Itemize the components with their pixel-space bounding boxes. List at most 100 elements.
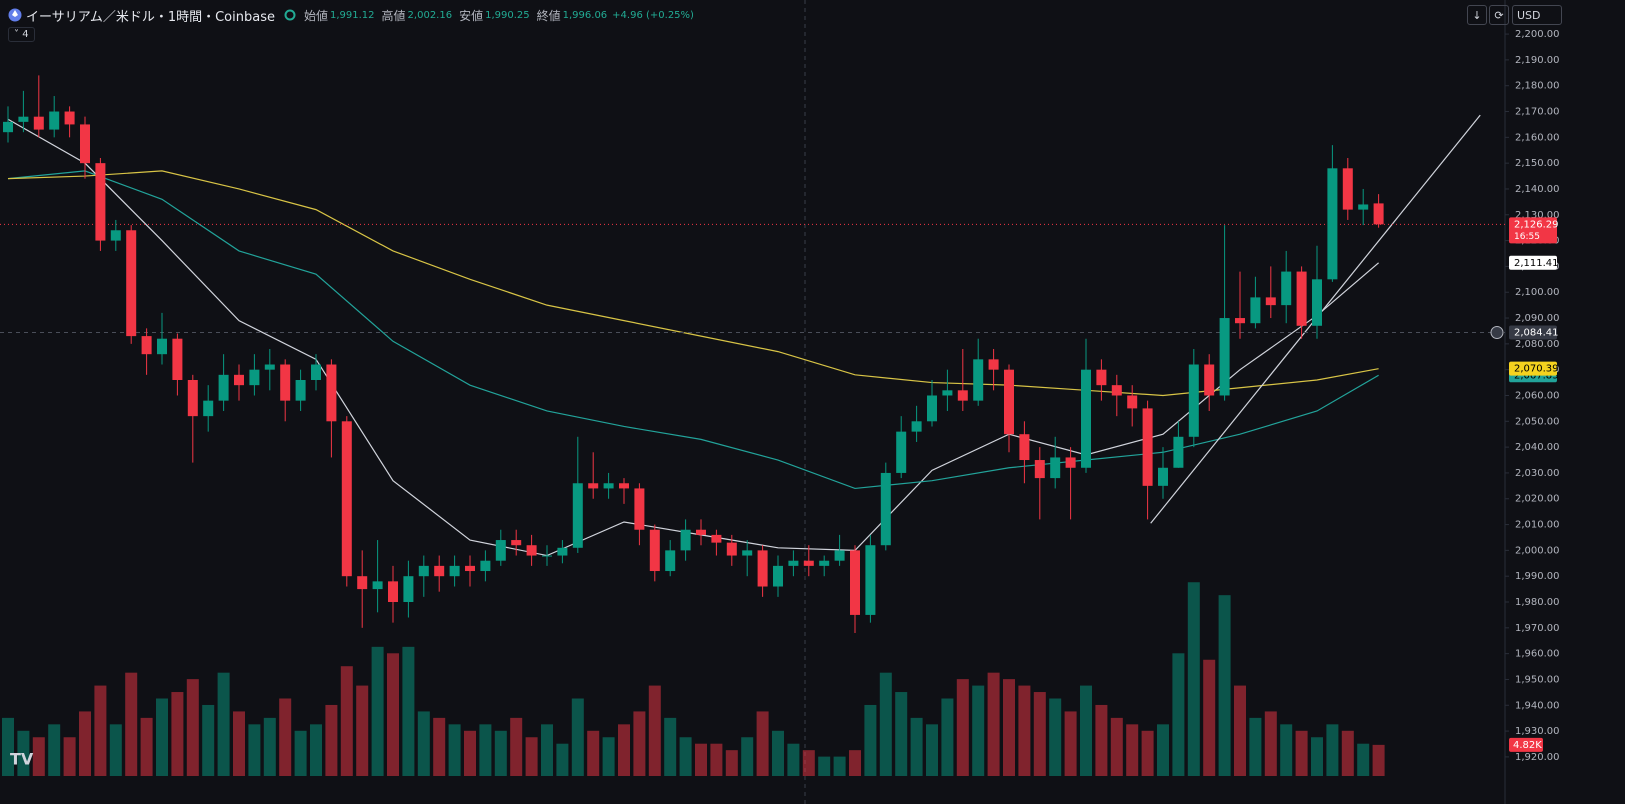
- ohlc-label: 終値: [536, 8, 561, 23]
- volume-bar: [618, 724, 630, 776]
- volume-bar: [433, 717, 446, 776]
- candle-layer: [3, 75, 1384, 633]
- volume-bar: [818, 756, 831, 776]
- candle-body: [1265, 297, 1276, 306]
- candle-body: [819, 560, 830, 566]
- volume-bar: [1172, 653, 1185, 776]
- volume-bar: [402, 646, 415, 776]
- volume-bar: [202, 704, 215, 776]
- candle-body: [757, 550, 768, 587]
- candle-body: [1158, 467, 1168, 486]
- volume-bar: [1234, 685, 1246, 776]
- volume-bar: [17, 730, 30, 776]
- ma-label: 2,067.83: [1514, 370, 1559, 381]
- candle-body: [973, 359, 984, 401]
- y-tick-label: 2,170.00: [1515, 107, 1560, 118]
- candle-body: [1312, 279, 1322, 326]
- volume-bar: [1372, 744, 1385, 776]
- volume-bar: [1357, 743, 1370, 776]
- volume-bar: [464, 730, 476, 776]
- svg-text:TV: TV: [10, 750, 34, 769]
- volume-bar: [109, 724, 122, 776]
- volume-bar: [387, 653, 399, 776]
- crosshair-plus: [1490, 325, 1504, 339]
- volume-bar: [664, 717, 677, 776]
- volume-bar: [741, 737, 754, 776]
- candle-body: [172, 338, 183, 380]
- volume-bar: [1264, 711, 1277, 776]
- y-tick-label: 2,130.00: [1515, 210, 1560, 221]
- volume-bar: [79, 711, 91, 776]
- candle-body: [1188, 364, 1199, 437]
- candle-body: [49, 111, 60, 130]
- volume-bar: [833, 756, 846, 776]
- y-tick-label: 2,200.00: [1515, 29, 1560, 40]
- volume-bar: [417, 711, 430, 776]
- volume-bar: [510, 717, 523, 776]
- volume-bar: [325, 704, 338, 776]
- volume-bar: [1003, 679, 1015, 776]
- candle-body: [788, 560, 799, 566]
- volume-bar: [1280, 724, 1293, 776]
- volume-bar: [94, 685, 107, 776]
- volume-bar: [1203, 659, 1216, 776]
- download-button[interactable]: ↓: [1467, 5, 1487, 25]
- candle-body: [711, 534, 722, 543]
- candle-body: [1173, 436, 1184, 468]
- volume-bar: [448, 724, 461, 776]
- volume-bar: [156, 698, 168, 776]
- volume-bar: [895, 692, 908, 776]
- volume-bar: [695, 743, 707, 776]
- candle-body: [1019, 434, 1030, 461]
- candle-body: [942, 390, 953, 396]
- y-tick-label: 2,030.00: [1515, 468, 1560, 479]
- candle-body: [403, 576, 414, 603]
- candle-body: [957, 390, 968, 401]
- volume-bar: [571, 698, 584, 776]
- volume-bar: [1218, 595, 1231, 776]
- candle-body: [665, 550, 676, 572]
- y-tick-label: 2,100.00: [1515, 287, 1560, 298]
- candle-body: [911, 421, 922, 432]
- candle-body: [1096, 369, 1107, 386]
- ma-label-box: [1509, 255, 1557, 270]
- volume-bar: [849, 750, 861, 776]
- volume-bar: [541, 724, 553, 776]
- ohlc-value: 1,991.12: [330, 9, 375, 21]
- candle-body: [542, 555, 552, 557]
- candle-body: [603, 483, 614, 489]
- candle-body: [526, 545, 537, 556]
- volume-bar: [648, 685, 661, 776]
- volume-bar: [217, 672, 230, 776]
- candle-body: [249, 369, 260, 386]
- volume-bar: [1064, 711, 1077, 776]
- volume-bar: [633, 711, 646, 776]
- volume-bar: [1157, 724, 1169, 776]
- candle-body: [372, 581, 383, 590]
- volume-bar: [1033, 692, 1046, 776]
- volume-bar: [926, 724, 938, 776]
- currency-select[interactable]: USD: [1512, 5, 1562, 25]
- candle-body: [480, 560, 491, 572]
- volume-bar: [1126, 724, 1139, 776]
- candle-body: [110, 230, 121, 241]
- volume-bar: [1110, 717, 1123, 776]
- volume-bar: [602, 737, 615, 776]
- volume-bar: [1295, 730, 1308, 776]
- last-price-label: 2,126.29: [1514, 219, 1559, 230]
- candle-body: [1111, 385, 1122, 396]
- candle-body: [18, 116, 29, 122]
- ma-label: 2,111.41: [1514, 258, 1559, 269]
- ma-label-box: [1509, 361, 1557, 376]
- candle-body: [572, 483, 583, 548]
- y-tick-label: 1,920.00: [1515, 752, 1560, 763]
- volume-bar: [972, 685, 985, 776]
- y-tick-label: 1,960.00: [1515, 649, 1560, 660]
- refresh-button[interactable]: ⟳: [1489, 5, 1509, 25]
- indicator-toggle[interactable]: ˅ 4: [8, 27, 35, 42]
- candle-body: [418, 565, 429, 577]
- candle-body: [434, 565, 445, 577]
- candle-body: [850, 550, 860, 615]
- indicator-count: 4: [22, 29, 29, 40]
